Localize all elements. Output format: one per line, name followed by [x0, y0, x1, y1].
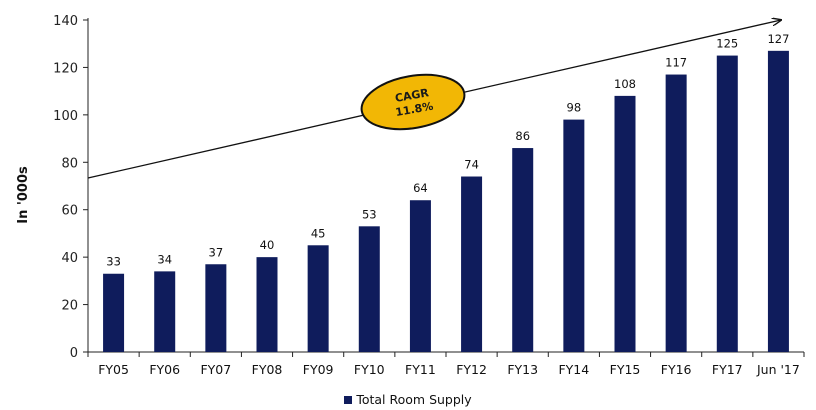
bar: [461, 176, 483, 352]
data-label: 53: [362, 207, 377, 221]
y-axis-title: In '000s: [16, 166, 31, 224]
x-tick-label: FY06: [149, 362, 180, 377]
data-label: 127: [767, 32, 789, 46]
legend-swatch: [344, 395, 353, 404]
bar: [563, 119, 585, 352]
x-tick-label: FY13: [507, 362, 538, 377]
bar: [614, 95, 636, 352]
x-tick-label: FY12: [456, 362, 487, 377]
x-tick-label: FY15: [610, 362, 641, 377]
x-tick-label: FY14: [558, 362, 589, 377]
cagr-badge: [360, 73, 466, 131]
y-tick-label: 80: [61, 156, 78, 171]
bar: [512, 148, 534, 352]
bar: [665, 74, 687, 353]
x-axis: FY05 FY06 FY07 FY08 FY09 FY10 FY11 FY12 FY13 FY14…: [87, 351, 805, 377]
bar: [256, 257, 278, 352]
x-tick-label: Jun '17: [756, 362, 800, 377]
data-label: 33: [106, 255, 121, 269]
bar: [716, 55, 738, 352]
x-tick-label: FY05: [98, 362, 129, 377]
bar: [307, 245, 329, 352]
data-label: 34: [157, 252, 172, 266]
x-tick-label: FY11: [405, 362, 436, 377]
y-axis: 0 20 40 60 80 100 120 140: [53, 14, 89, 361]
y-tick-label: 120: [53, 61, 78, 76]
y-tick-label: 0: [70, 346, 78, 361]
bar: [154, 271, 176, 352]
data-label: 108: [614, 77, 636, 91]
cagr-annotation: CAGR 11.8%: [360, 73, 466, 131]
x-tick-label: FY16: [661, 362, 692, 377]
data-label: 64: [413, 181, 428, 195]
data-label: 40: [260, 238, 275, 252]
data-labels: 33 34 37 40 45 53 64 74 86 98 108 117 125 127: [106, 32, 789, 269]
data-label: 45: [311, 226, 326, 240]
x-tick-label: FY17: [712, 362, 743, 377]
data-label: 86: [515, 129, 530, 143]
data-label: 98: [567, 101, 582, 115]
bars: [103, 50, 789, 353]
x-tick-label: FY07: [200, 362, 231, 377]
y-tick-label: 100: [53, 109, 78, 124]
bar: [205, 264, 227, 352]
data-label: 125: [716, 37, 738, 51]
y-tick-label: 140: [53, 14, 78, 29]
legend-label: Total Room Supply: [356, 392, 472, 407]
bar: [409, 200, 431, 352]
y-tick-label: 40: [61, 251, 78, 266]
x-tick-label: FY09: [303, 362, 334, 377]
data-label: 117: [665, 56, 687, 70]
x-tick-label: FY08: [252, 362, 283, 377]
legend: Total Room Supply: [0, 392, 816, 407]
y-tick-label: 60: [61, 204, 78, 219]
bar: [103, 273, 125, 352]
y-tick-label: 20: [61, 299, 78, 314]
x-tick-label: FY10: [354, 362, 385, 377]
data-label: 37: [209, 245, 224, 259]
bar: [767, 50, 789, 352]
cagr-label: CAGR: [394, 86, 430, 105]
data-label: 74: [464, 158, 479, 172]
bar: [358, 226, 380, 352]
